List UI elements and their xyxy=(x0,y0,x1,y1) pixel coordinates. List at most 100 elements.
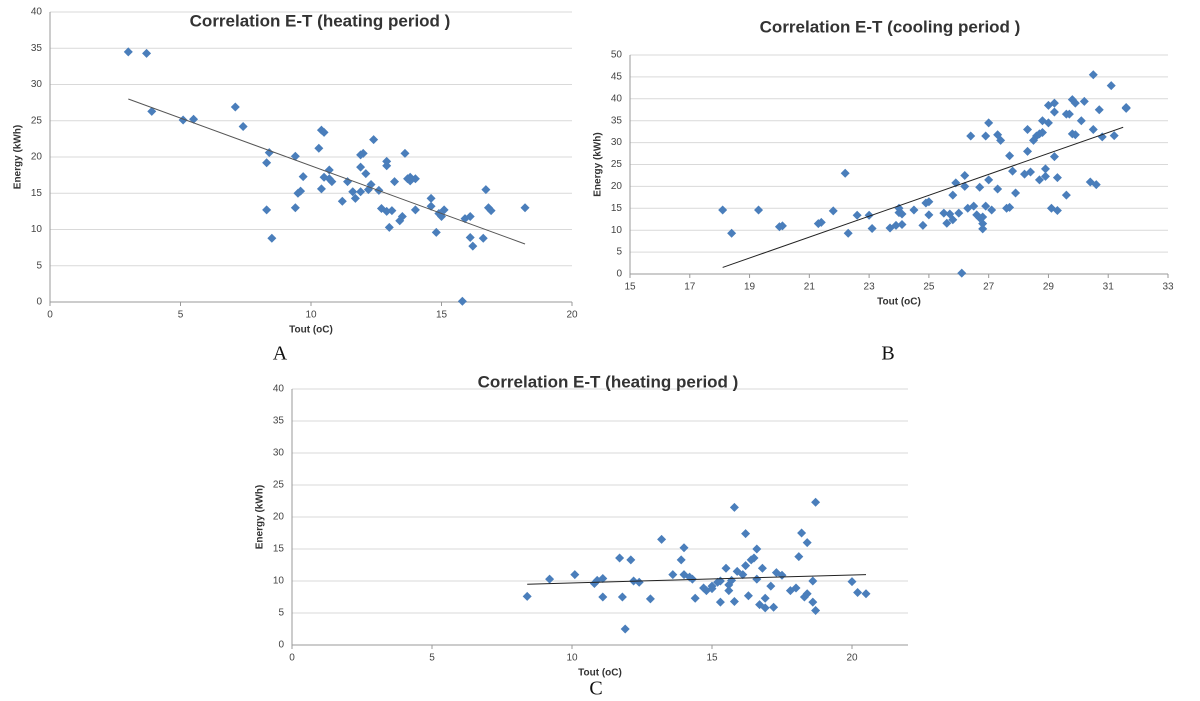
data-point xyxy=(1049,152,1059,162)
data-point xyxy=(1026,167,1036,177)
data-point xyxy=(721,563,731,573)
data-point xyxy=(996,135,1006,145)
data-point xyxy=(853,588,863,598)
data-point xyxy=(230,102,240,112)
y-tick-label: 40 xyxy=(31,7,43,18)
y-axis-label: Energy (kWh) xyxy=(13,125,24,189)
data-point xyxy=(715,597,725,607)
x-axis-label: Tout (oC) xyxy=(578,668,622,679)
data-point xyxy=(267,233,277,243)
data-point xyxy=(147,106,157,116)
data-point xyxy=(598,592,608,602)
data-point xyxy=(957,268,967,278)
y-tick-label: 5 xyxy=(36,260,42,271)
x-tick-label: 0 xyxy=(289,653,295,664)
x-tick-label: 15 xyxy=(706,653,718,664)
data-point xyxy=(1049,107,1059,117)
y-tick-label: 30 xyxy=(31,79,43,90)
y-tick-label: 20 xyxy=(611,181,623,192)
data-point xyxy=(1070,98,1080,108)
y-tick-label: 30 xyxy=(611,137,623,148)
y-tick-label: 20 xyxy=(31,152,43,163)
data-point xyxy=(754,205,764,215)
data-point xyxy=(978,219,988,229)
data-point xyxy=(465,211,475,221)
data-point xyxy=(1034,175,1044,185)
data-point xyxy=(808,597,818,607)
data-point xyxy=(356,162,366,172)
data-point xyxy=(757,563,767,573)
data-point xyxy=(1076,116,1086,126)
y-tick-label: 15 xyxy=(273,544,285,555)
data-point xyxy=(298,172,308,182)
y-tick-label: 25 xyxy=(31,115,43,126)
x-tick-label: 5 xyxy=(429,653,435,664)
data-point xyxy=(808,576,818,586)
data-point xyxy=(948,215,958,225)
panel-label: B xyxy=(881,343,894,365)
data-point xyxy=(978,212,988,222)
data-point xyxy=(954,208,964,218)
y-tick-label: 35 xyxy=(31,43,43,54)
data-point xyxy=(356,187,366,197)
x-tick-label: 15 xyxy=(624,282,636,293)
data-point xyxy=(939,208,949,218)
data-point xyxy=(324,165,334,175)
data-point xyxy=(1023,124,1033,134)
y-axis-label: Energy (kWh) xyxy=(255,485,266,549)
data-point xyxy=(847,577,857,587)
y-tick-label: 35 xyxy=(273,416,285,427)
y-tick-label: 10 xyxy=(273,576,285,587)
data-point xyxy=(1070,130,1080,140)
data-point xyxy=(262,158,272,168)
y-tick-label: 20 xyxy=(273,512,285,523)
y-tick-label: 0 xyxy=(278,640,284,651)
data-point xyxy=(942,218,952,228)
data-point xyxy=(369,135,379,145)
data-point xyxy=(468,241,478,251)
data-point xyxy=(975,182,985,192)
data-point xyxy=(843,228,853,238)
y-tick-label: 0 xyxy=(616,269,622,280)
chart-title: Correlation E-T (cooling period ) xyxy=(760,17,1021,36)
trendline xyxy=(128,98,526,245)
data-point xyxy=(1097,132,1107,142)
data-point xyxy=(960,170,970,180)
data-point xyxy=(690,593,700,603)
chart-title: Correlation E-T (heating period ) xyxy=(190,11,451,30)
data-point xyxy=(598,573,608,583)
panel-label: A xyxy=(273,343,288,365)
data-point xyxy=(142,48,152,58)
data-point xyxy=(1109,131,1119,141)
data-point xyxy=(1005,151,1015,161)
data-point xyxy=(1037,128,1047,138)
y-tick-label: 35 xyxy=(611,115,623,126)
data-point xyxy=(481,185,491,195)
data-point xyxy=(828,206,838,216)
y-tick-label: 25 xyxy=(273,480,285,491)
y-tick-label: 5 xyxy=(278,608,284,619)
data-point xyxy=(123,47,133,57)
data-point xyxy=(738,570,748,580)
data-point xyxy=(802,589,812,599)
data-point xyxy=(486,206,496,216)
data-point xyxy=(1049,98,1059,108)
x-tick-label: 29 xyxy=(1043,282,1055,293)
data-point xyxy=(729,502,739,512)
y-tick-label: 10 xyxy=(31,224,43,235)
data-point xyxy=(752,574,762,584)
data-point xyxy=(1052,173,1062,183)
data-point xyxy=(1052,205,1062,215)
data-point xyxy=(1079,96,1089,106)
data-point xyxy=(290,151,300,161)
data-point xyxy=(350,193,360,203)
data-point xyxy=(777,221,787,231)
data-point xyxy=(439,205,449,215)
x-tick-label: 20 xyxy=(846,653,858,664)
data-point xyxy=(1106,81,1116,91)
data-point xyxy=(797,528,807,538)
data-point xyxy=(852,210,862,220)
data-point xyxy=(741,529,751,539)
data-point xyxy=(319,127,329,137)
